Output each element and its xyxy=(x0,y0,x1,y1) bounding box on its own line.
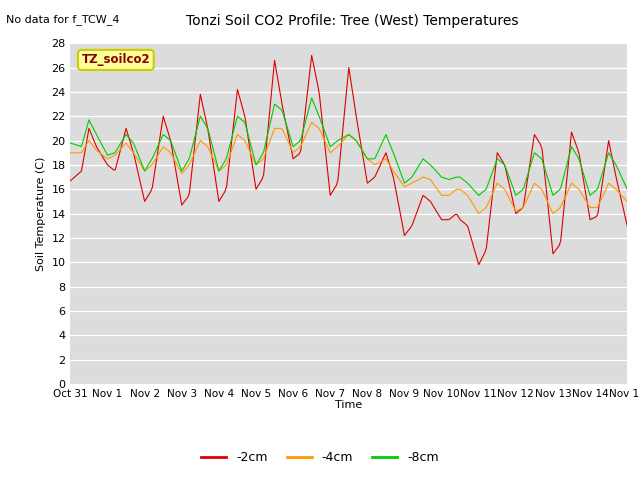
X-axis label: Time: Time xyxy=(335,400,362,410)
Text: Tonzi Soil CO2 Profile: Tree (West) Temperatures: Tonzi Soil CO2 Profile: Tree (West) Temp… xyxy=(186,14,518,28)
Legend: -2cm, -4cm, -8cm: -2cm, -4cm, -8cm xyxy=(196,446,444,469)
Text: No data for f_TCW_4: No data for f_TCW_4 xyxy=(6,14,120,25)
Y-axis label: Soil Temperature (C): Soil Temperature (C) xyxy=(36,156,45,271)
Text: TZ_soilco2: TZ_soilco2 xyxy=(81,53,150,66)
